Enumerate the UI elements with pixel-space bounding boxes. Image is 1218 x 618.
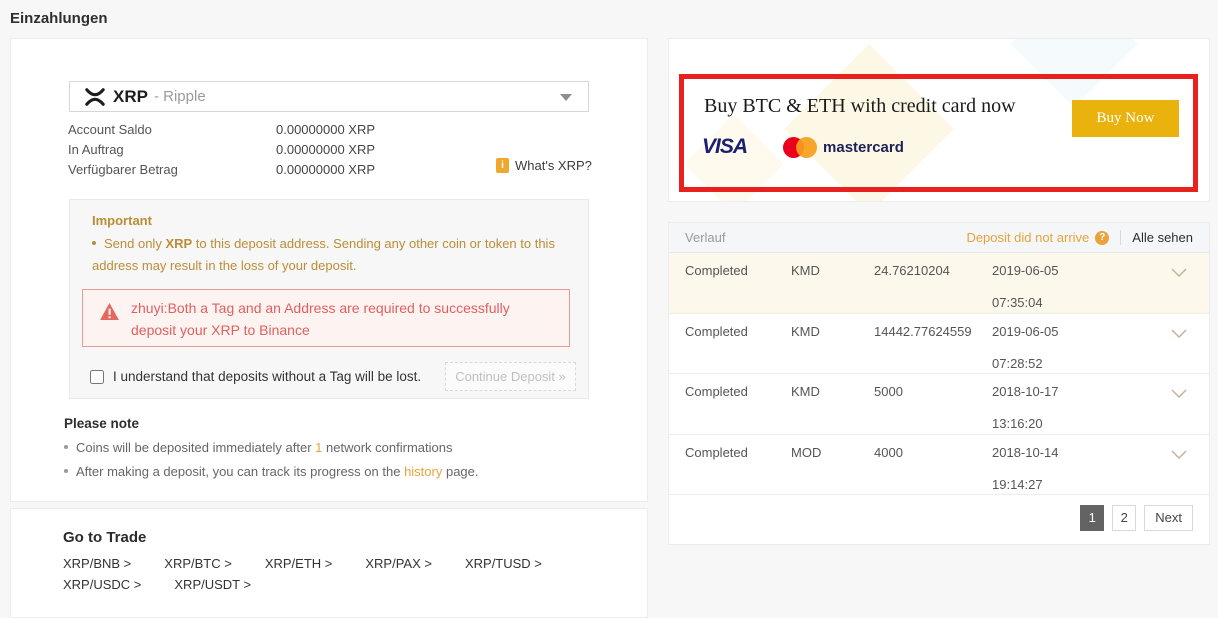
deposit-not-arrive-link[interactable]: Deposit did not arrive [966,230,1090,245]
trade-pair-link-tusd[interactable]: XRP/TUSD > [464,556,542,571]
annotation-highlight-frame: Buy BTC & ETH with credit card now VISA … [679,74,1198,192]
page-title: Einzahlungen [10,10,108,27]
bullet-dot-icon [92,241,96,245]
row-status: Completed [685,263,748,278]
row-datetime: 2018-10-17 13:16:20 [992,384,1059,431]
row-coin: KMD [791,263,820,278]
trade-pair-link-eth[interactable]: XRP/ETH > [264,556,333,571]
row-status: Completed [685,444,748,460]
history-row[interactable]: Completed MOD 4000 2018-10-14 19:14:27 [669,435,1209,495]
expand-chevron-icon[interactable] [1171,389,1187,398]
xrp-logo-icon [85,87,105,106]
deposit-card: XRP - Ripple Account Saldo 0.00000000 XR… [10,38,648,502]
card-logos: VISA mastercard [702,135,904,159]
history-header: Verlauf Deposit did not arrive ? Alle se… [669,223,1209,253]
bullet-dot-icon [64,445,68,449]
pagination-page-1[interactable]: 1 [1080,505,1105,531]
row-coin: KMD [791,323,820,339]
coin-select-dropdown[interactable]: XRP - Ripple [69,81,589,112]
row-coin: MOD [791,444,822,460]
trade-pair-links: XRP/BNB > XRP/BTC > XRP/ETH > XRP/PAX > … [63,556,587,592]
balance-value: 0.00000000 XRP [276,121,376,137]
coin-name: - Ripple [153,88,206,105]
balance-label: Verfügbarer Betrag [68,161,178,177]
divider [1120,230,1122,245]
balance-value: 0.00000000 XRP [276,161,376,177]
row-datetime: 2019-06-05 07:35:04 [992,263,1059,310]
row-status: Completed [685,323,748,339]
banner-title: Buy BTC & ETH with credit card now [704,95,1016,117]
history-title: Verlauf [685,230,726,245]
mastercard-logo: mastercard [783,136,904,158]
row-amount: 5000 [874,384,903,399]
row-coin: KMD [791,384,820,399]
balance-list: Account Saldo 0.00000000 XRP In Auftrag … [68,119,588,179]
expand-chevron-icon[interactable] [1171,268,1187,277]
history-row[interactable]: Completed KMD 24.76210204 2019-06-05 07:… [669,253,1209,314]
coin-symbol: XRP [113,86,148,106]
see-all-link[interactable]: Alle sehen [1132,230,1193,245]
note-confirmations: Coins will be deposited immediately afte… [64,440,604,455]
mastercard-orange-circle-icon [796,136,818,158]
whats-xrp-label: What's XRP? [515,158,592,173]
continue-deposit-button[interactable]: Continue Deposit » [445,362,576,391]
pagination-page-2[interactable]: 2 [1112,505,1137,531]
confirmations-count: 1 [315,440,323,455]
row-datetime: 2019-06-05 07:28:52 [992,323,1059,371]
bullet-dot-icon [64,469,68,473]
important-title: Important [92,213,152,228]
go-to-trade-title: Go to Trade [63,529,147,546]
note-history: After making a deposit, you can track it… [64,464,604,479]
history-row[interactable]: Completed KMD 14442.77624559 2019-06-05 … [669,314,1209,374]
row-amount: 14442.77624559 [874,323,972,339]
history-row[interactable]: Completed KMD 5000 2018-10-17 13:16:20 [669,374,1209,435]
balance-value: 0.00000000 XRP [276,141,376,157]
history-link[interactable]: history [404,464,443,479]
balance-label: In Auftrag [68,141,124,157]
info-book-icon: i [496,158,509,173]
deposit-history-card: Verlauf Deposit did not arrive ? Alle se… [668,222,1210,545]
understand-label: I understand that deposits without a Tag… [113,369,422,384]
row-status: Completed [685,384,748,399]
balance-row-account: Account Saldo 0.00000000 XRP [68,119,588,139]
row-amount: 4000 [874,444,903,460]
help-question-icon[interactable]: ? [1095,230,1110,245]
trade-pair-link-usdc[interactable]: XRP/USDC > [63,577,142,592]
row-datetime: 2018-10-14 19:14:27 [992,444,1059,492]
buy-now-button[interactable]: Buy Now [1072,100,1179,137]
tag-required-alert: zhuyi:Both a Tag and an Address are requ… [82,289,570,347]
balance-label: Account Saldo [68,121,152,137]
pagination: 1 2 Next [1080,505,1193,531]
trade-pair-link-btc[interactable]: XRP/BTC > [164,556,232,571]
visa-logo: VISA [702,135,748,158]
balance-row-available: Verfügbarer Betrag 0.00000000 XRP [68,159,588,179]
whats-xrp-link[interactable]: i What's XRP? [496,158,592,173]
mastercard-wordmark: mastercard [823,138,904,156]
chevron-down-icon [560,94,572,101]
trade-pair-link-bnb[interactable]: XRP/BNB > [63,556,132,571]
expand-chevron-icon[interactable] [1171,328,1187,338]
understand-checkbox[interactable] [90,369,104,384]
warning-triangle-icon [100,303,119,320]
trade-pair-link-usdt[interactable]: XRP/USDT > [174,577,252,592]
please-note-title: Please note [64,416,140,431]
please-note-section: Please note Coins will be deposited imme… [64,416,604,479]
balance-row-in-order: In Auftrag 0.00000000 XRP [68,139,588,159]
important-notice-box: Important Send only XRP to this deposit … [69,199,589,399]
go-to-trade-card: Go to Trade XRP/BNB > XRP/BTC > XRP/ETH … [10,508,648,618]
pagination-next-button[interactable]: Next [1144,505,1193,531]
row-amount: 24.76210204 [874,263,950,278]
alert-text: zhuyi:Both a Tag and an Address are requ… [131,300,510,338]
trade-pair-link-pax[interactable]: XRP/PAX > [365,556,432,571]
important-bullet-text: Send only XRP to this deposit address. S… [92,236,555,273]
expand-chevron-icon[interactable] [1171,449,1187,459]
confirm-row: I understand that deposits without a Tag… [90,362,576,391]
